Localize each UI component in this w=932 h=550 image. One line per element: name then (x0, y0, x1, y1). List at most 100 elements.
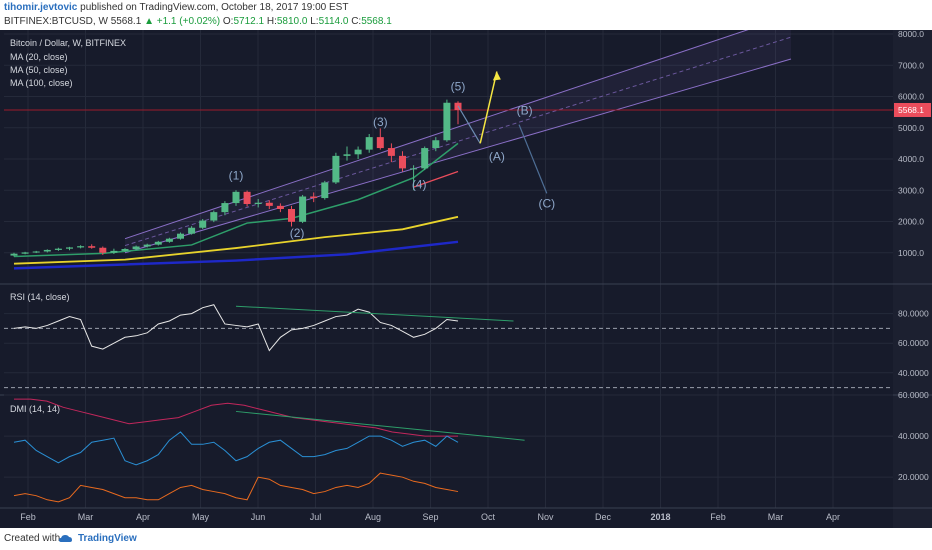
candle-body (321, 182, 329, 199)
symbol-label: BITFINEX:BTCUSD, W (4, 16, 108, 27)
ohlc-open-label: O: (222, 16, 234, 27)
candle-body (210, 212, 218, 221)
candle-body (443, 102, 451, 141)
candle-body (232, 191, 240, 204)
ohlc-low-label: L: (310, 16, 319, 27)
x-axis-tick-label: Oct (481, 512, 496, 522)
dmi-axis-tick-label: 60.0000 (898, 390, 929, 400)
x-axis-tick-label: Jun (251, 512, 266, 522)
candle-body (376, 137, 384, 149)
footer: Created with TradingView (0, 528, 932, 550)
x-axis-tick-label: Apr (136, 512, 150, 522)
x-axis-tick-label: Feb (20, 512, 36, 522)
chart-title: Bitcoin / Dollar, W, BITFINEX (10, 38, 126, 48)
ohlc-low: 5114.0 (318, 16, 349, 27)
tradingview-brand[interactable]: TradingView (78, 533, 137, 544)
candle-body (332, 155, 340, 183)
candle-body (110, 250, 118, 253)
x-axis-tick-label: Apr (826, 512, 840, 522)
dmi-axis-tick-label: 40.0000 (898, 431, 929, 441)
y-axis-tick-label: 2000.0 (898, 217, 924, 227)
elliott-wave-label: (A) (489, 150, 505, 164)
tradingview-logo-icon (59, 535, 72, 542)
elliott-wave-label: (3) (373, 115, 388, 129)
projection-down-line (457, 105, 481, 144)
x-axis-tick-label: Dec (595, 512, 612, 522)
x-axis-tick-label: May (192, 512, 210, 522)
dmi-trend-line (235, 410, 525, 441)
rsi-label: RSI (14, close) (10, 292, 70, 302)
candle-body (288, 209, 295, 222)
y-axis-tick-label: 4000.0 (898, 154, 924, 164)
candle-body (432, 140, 440, 149)
candle-body (221, 203, 229, 213)
y-axis-tick-label: 1000.0 (898, 248, 924, 258)
elliott-wave-label: (1) (229, 168, 244, 182)
candle-body (354, 149, 362, 155)
symbol-info: BITFINEX:BTCUSD, W 5568.1 ▲ +1.1 (+0.02%… (4, 16, 392, 27)
rsi-axis-tick-label: 60.0000 (898, 338, 929, 348)
candle-body (310, 196, 318, 199)
ohlc-high-label: H: (266, 16, 277, 27)
candle-body (387, 148, 395, 156)
author-link[interactable]: tihomir.jevtovic (4, 2, 78, 13)
ma50-line (13, 215, 459, 265)
elliott-wave-label: (4) (412, 178, 427, 192)
price-change: +1.1 (+0.02%) (156, 16, 221, 27)
y-axis-tick-label: 8000.0 (898, 30, 924, 39)
x-axis-tick-label: Feb (710, 512, 726, 522)
candle-body (10, 253, 18, 256)
candle-body (77, 246, 85, 248)
dmi-adx-line (14, 398, 458, 437)
y-axis-tick-label: 5000.0 (898, 123, 924, 133)
x-axis-tick-label: Aug (365, 512, 381, 522)
projection-up-arrow (479, 71, 498, 144)
ma20-line (13, 142, 459, 258)
ma100-line (13, 240, 459, 270)
candle-body (276, 205, 284, 209)
projection-b-to-c-line (518, 124, 548, 194)
candle-body (143, 244, 151, 247)
candle-body (399, 155, 406, 169)
published-text: published on TradingView.com, October 18… (80, 2, 349, 13)
y-axis-tick-label: 3000.0 (898, 185, 924, 195)
candle-body (132, 246, 140, 249)
x-axis-tick-label: Nov (537, 512, 554, 522)
rsi-axis-tick-label: 80.0000 (898, 309, 929, 319)
x-axis-tick-label: 2018 (650, 512, 670, 522)
x-axis-tick-label: Jul (310, 512, 322, 522)
rsi-axis-tick-label: 40.0000 (898, 368, 929, 378)
dmi-minus-di-line (13, 472, 459, 503)
candle-body (177, 233, 184, 239)
candle-body (243, 191, 251, 204)
candle-body (121, 249, 129, 251)
elliott-wave-label: (5) (451, 79, 466, 93)
current-price-tag (894, 102, 931, 117)
projection-up-arrowhead (492, 71, 501, 81)
dmi-plus-di-line (13, 431, 459, 466)
candle-body (199, 220, 207, 228)
ohlc-high: 5810.0 (276, 16, 308, 27)
publish-info: tihomir.jevtovic published on TradingVie… (4, 2, 348, 13)
candle-body (343, 154, 351, 156)
x-axis-tick-label: Mar (768, 512, 784, 522)
candle-body (410, 168, 418, 170)
candle-body (32, 251, 40, 253)
candle-body (21, 252, 29, 254)
current-price-tag-label: 5568.1 (898, 105, 924, 115)
candle-body (254, 202, 262, 204)
candle-body (66, 247, 73, 249)
legend-entry: MA (20, close) (10, 52, 68, 62)
x-axis-tick-label: Mar (78, 512, 94, 522)
rsi-line (13, 304, 459, 352)
dmi-axis-tick-label: 20.0000 (898, 472, 929, 482)
last-price: 5568.1 (110, 16, 142, 27)
chart-canvas[interactable]: Feb Mar Apr May Jun Jul Aug Sep Oct Nov Dec 2018 Feb… (0, 30, 932, 528)
support-trend-line (413, 170, 459, 188)
up-arrow-icon: ▲ (144, 16, 154, 27)
ohlc-open: 5712.1 (233, 16, 265, 27)
candle-body (165, 238, 173, 242)
candle-body (188, 227, 196, 234)
candle-body (365, 137, 373, 150)
channel-lower-line (124, 58, 792, 254)
